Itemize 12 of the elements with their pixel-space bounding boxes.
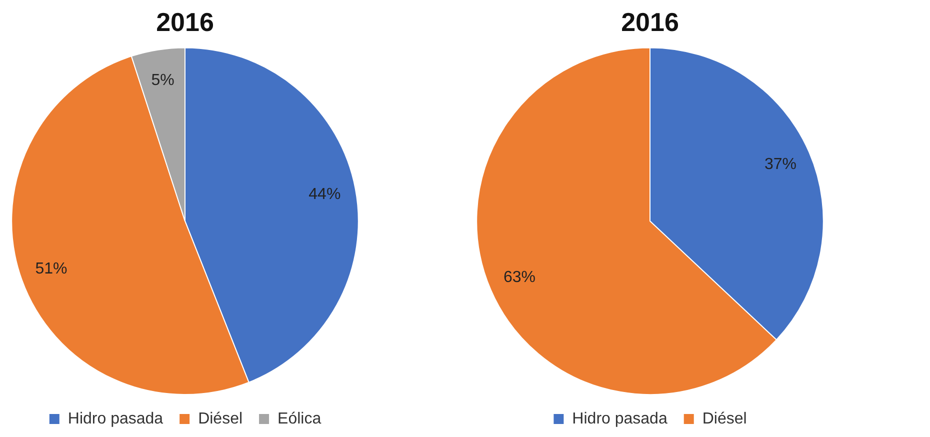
legend-label: Diésel <box>198 410 243 428</box>
data-label: 51% <box>35 260 68 278</box>
data-label: 44% <box>308 186 341 203</box>
data-label: 63% <box>503 268 536 286</box>
chart-title: 2016 <box>156 6 214 37</box>
chart-title: 2016 <box>621 6 679 37</box>
legend-label: Eólica <box>278 410 322 428</box>
data-label: 5% <box>151 72 174 90</box>
data-label: 37% <box>764 156 797 174</box>
legend-label: Diésel <box>702 410 747 428</box>
legend-label: Hidro pasada <box>572 410 668 428</box>
legend-label: Hidro pasada <box>68 410 164 428</box>
